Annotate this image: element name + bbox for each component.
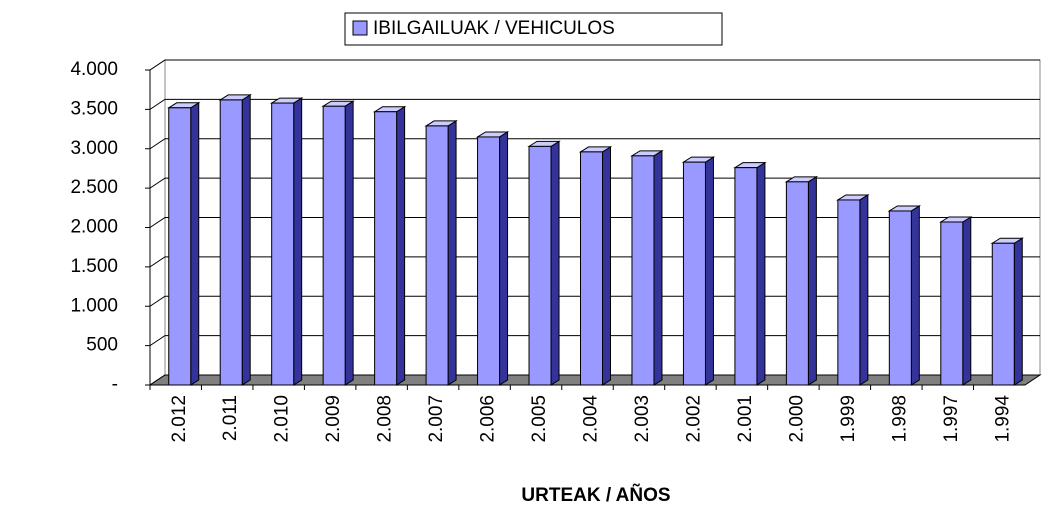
legend-swatch — [352, 20, 368, 36]
x-tick-label: 2.002 — [683, 395, 704, 443]
bar-side — [344, 100, 354, 386]
bar — [168, 107, 192, 386]
x-tick-label: 2.010 — [272, 395, 293, 443]
bar — [271, 102, 295, 386]
bar — [991, 242, 1015, 386]
x-tick-label: 2.000 — [786, 395, 807, 443]
bar — [785, 181, 809, 386]
y-tick-label: 2.500 — [70, 177, 118, 198]
bar-side — [653, 149, 663, 386]
y-tick-label: 1.000 — [70, 295, 118, 316]
bar-side — [602, 145, 611, 386]
bar — [374, 111, 398, 386]
bar-side — [499, 131, 509, 386]
bar — [477, 136, 501, 386]
x-tick-label: 2.012 — [169, 395, 190, 443]
y-tick-label: 3.500 — [70, 98, 118, 119]
x-tick-label: 2.006 — [478, 395, 499, 443]
bar — [631, 155, 655, 386]
bar-side — [447, 120, 457, 386]
x-tick-label: 2.001 — [735, 395, 756, 443]
bar — [888, 210, 912, 386]
x-tick-label: 2.004 — [581, 395, 602, 443]
x-tick-label: 2.007 — [426, 395, 447, 443]
bar-side — [859, 194, 869, 386]
x-tick-label: 1.999 — [838, 395, 859, 443]
bar-side — [962, 216, 972, 386]
bar — [528, 145, 552, 386]
x-tick-label: 1.998 — [889, 395, 910, 443]
x-axis-title: URTEAK / AÑOS — [521, 484, 670, 506]
bar — [425, 125, 449, 386]
legend-label: IBILGAILUAK / VEHICULOS — [373, 18, 615, 39]
x-tick-label: 1.997 — [941, 395, 962, 443]
bar-side — [293, 97, 303, 386]
x-tick-label: 2.003 — [632, 395, 653, 443]
bar — [837, 199, 861, 386]
bar-side — [550, 140, 560, 386]
grid-line — [149, 138, 1040, 150]
x-tick-label: 2.005 — [529, 395, 550, 443]
y-tick-label: 1.500 — [70, 256, 118, 277]
y-tick-label: 500 — [86, 335, 118, 356]
bar — [219, 99, 243, 386]
y-tick-label: 3.000 — [70, 138, 118, 159]
bar-side — [704, 156, 714, 386]
y-tick-label: 4.000 — [70, 59, 118, 80]
bar — [682, 161, 706, 386]
bar-side — [190, 101, 200, 386]
legend-box — [344, 12, 723, 46]
x-tick-label: 2.011 — [220, 395, 241, 441]
bar — [940, 221, 964, 386]
x-tick-label: 2.008 — [375, 395, 396, 443]
bar-side — [1013, 237, 1023, 386]
y-tick-label: 2.000 — [70, 217, 118, 238]
bar — [734, 167, 758, 386]
x-tick-label: 1.994 — [992, 395, 1013, 443]
bar — [580, 151, 603, 386]
bar-side — [910, 205, 920, 386]
bar-side — [756, 161, 766, 386]
bar — [322, 105, 346, 386]
grid-line — [149, 98, 1040, 110]
x-tick-label: 2.009 — [323, 395, 344, 443]
grid-line — [149, 59, 1040, 71]
bar-side — [241, 94, 251, 386]
bar-side — [807, 175, 817, 386]
y-tick-label: - — [112, 374, 118, 395]
bar-side — [396, 105, 406, 386]
